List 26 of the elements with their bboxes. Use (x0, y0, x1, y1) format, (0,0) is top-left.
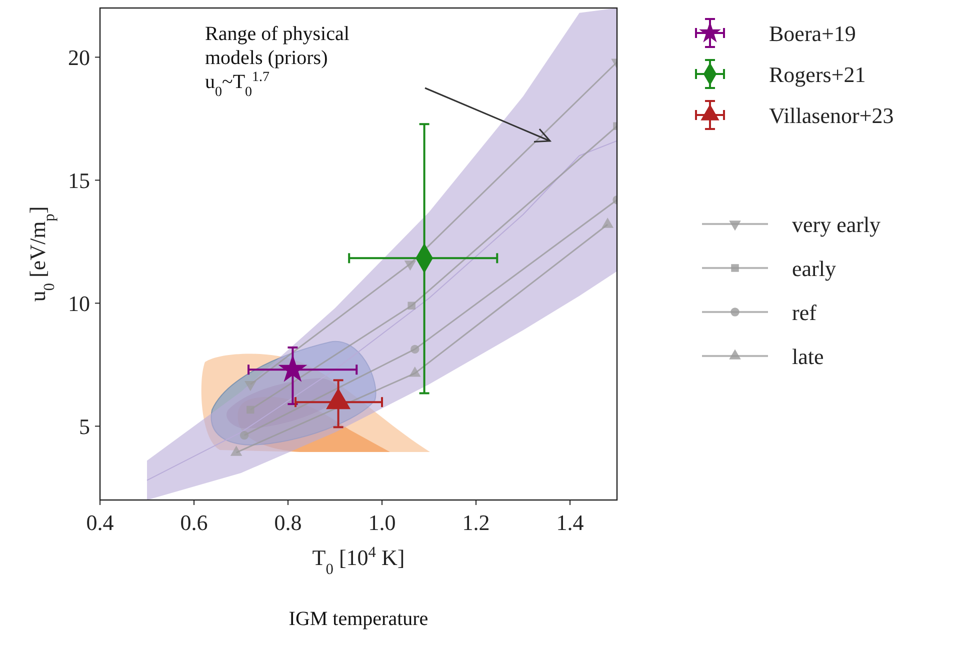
point (410, 344, 420, 354)
x-tick-label: 0.6 (180, 510, 208, 535)
legend-label: ref (792, 300, 818, 325)
y-tick-label: 15 (68, 168, 90, 194)
y-tick-label: 20 (68, 45, 90, 70)
point (240, 430, 249, 440)
x-tick-label: 1.0 (368, 510, 396, 535)
legend-label: Rogers+21 (769, 62, 866, 87)
x-tick-label: 0.8 (274, 510, 302, 535)
text: IGM temperature (288, 608, 428, 630)
y-tick-label: 10 (68, 291, 90, 316)
line-series (146, 140, 617, 481)
legend-label: Villasenor+23 (769, 103, 894, 128)
x-tick-label: 1.4 (556, 510, 584, 535)
y-tick-label: 5 (79, 414, 90, 440)
legend-label: late (792, 344, 824, 369)
x-axis-title: T$_{0}$ [10$^{4}$ K] (312, 544, 405, 578)
point (409, 366, 421, 377)
point (246, 406, 254, 414)
x-tick-label: 1.2 (462, 510, 490, 535)
legend-label: very early (792, 212, 881, 237)
legend-label: early (792, 256, 836, 281)
point (408, 302, 416, 310)
point (230, 446, 242, 456)
legend-label: Boera+19 (769, 21, 856, 46)
x-tick-label: 0.4 (86, 510, 114, 535)
